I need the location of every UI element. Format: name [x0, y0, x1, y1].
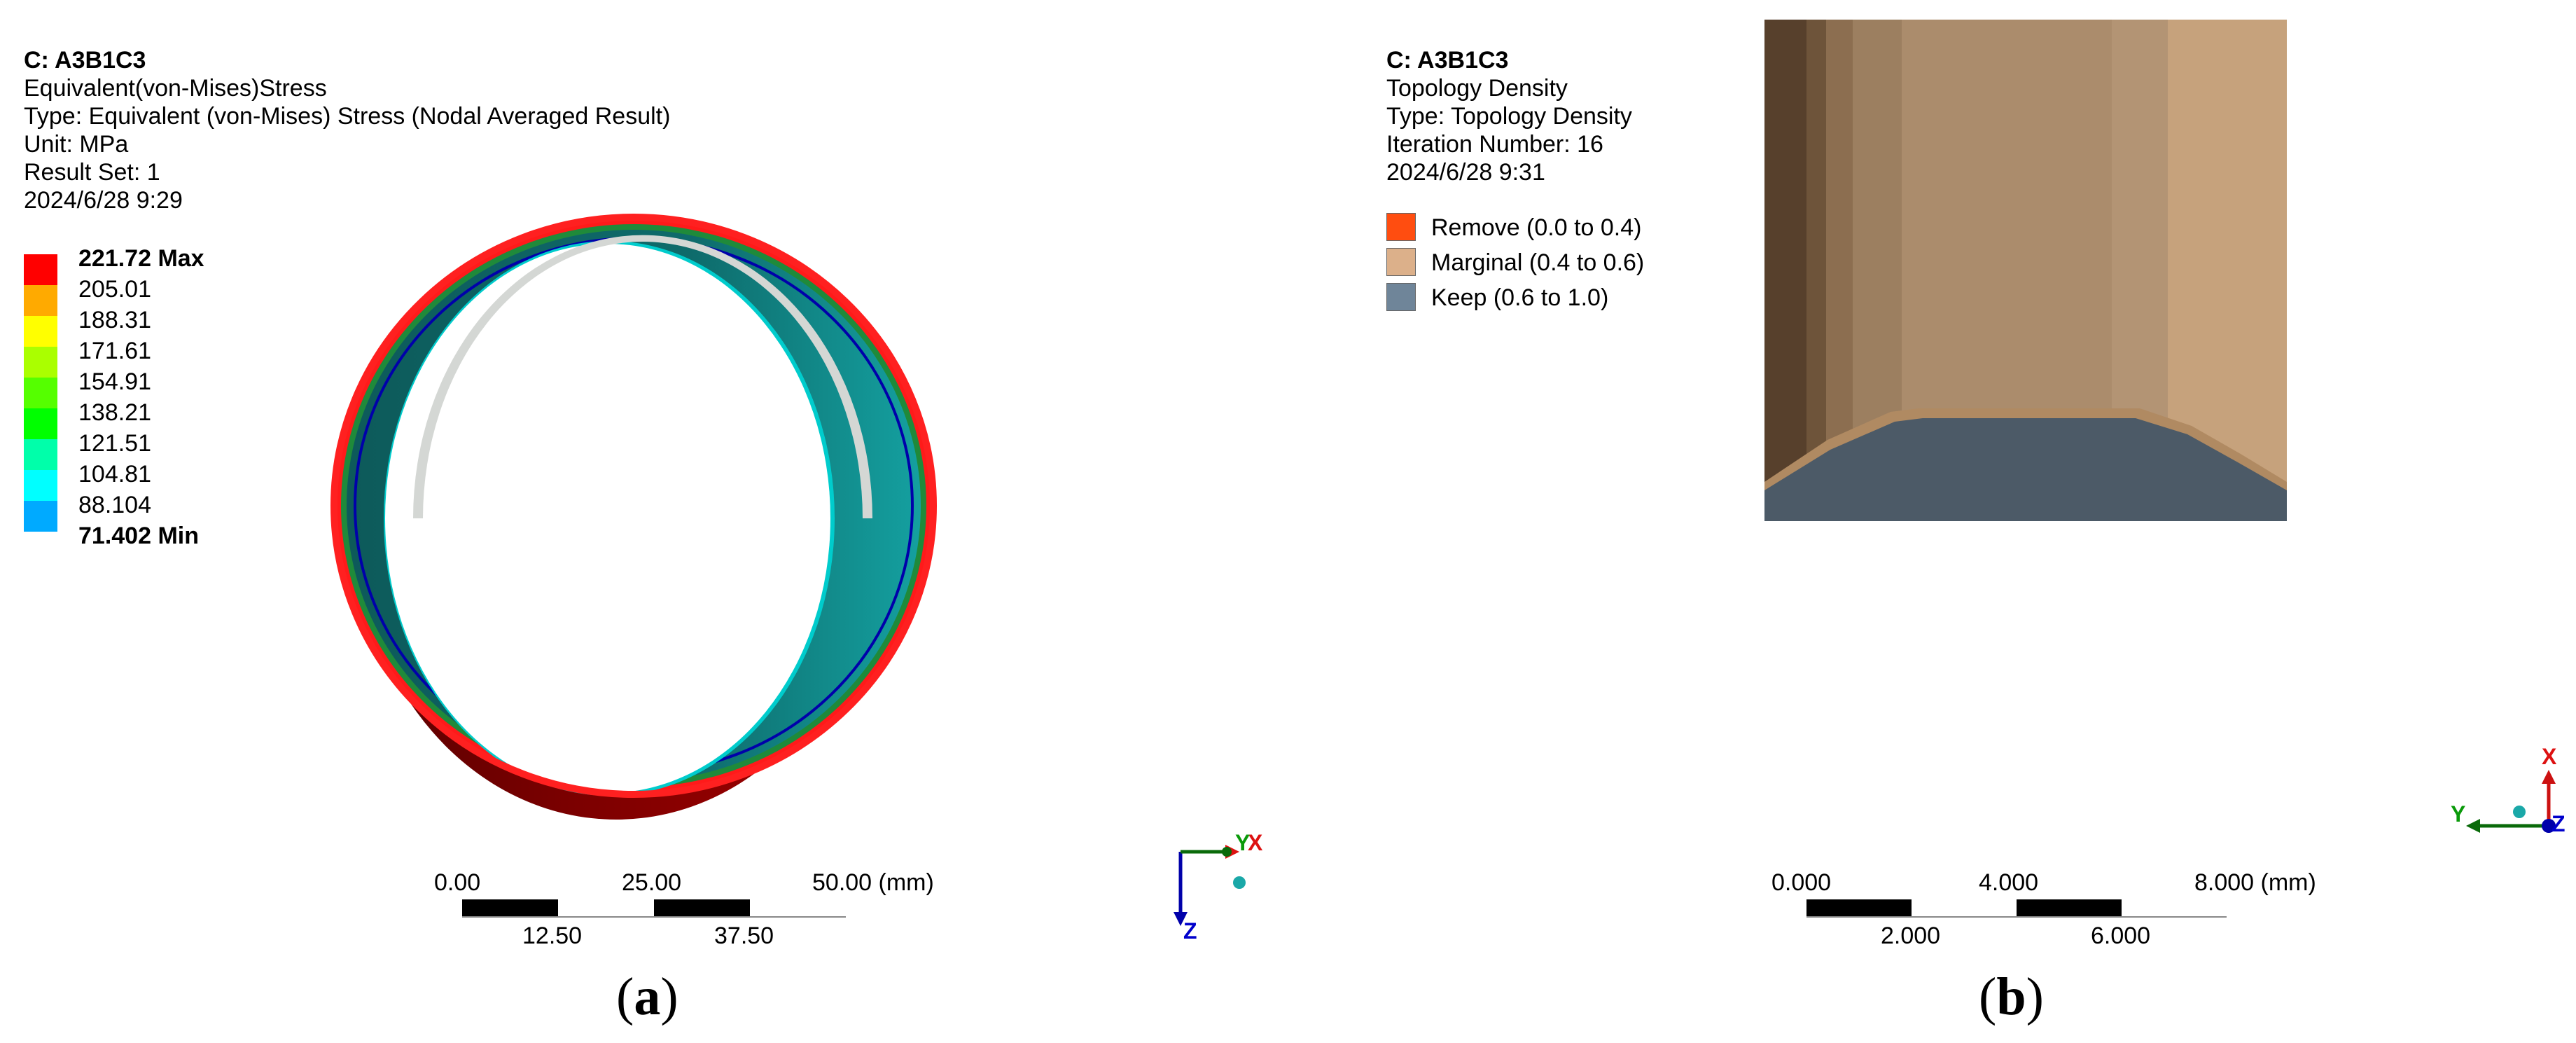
scale-tick: 37.50: [714, 923, 774, 949]
scale-tick: 0.00: [434, 869, 481, 896]
legend-swatch-remove: [1386, 213, 1416, 241]
legend-label: 205.01: [78, 276, 151, 303]
result-set: Result Set: 1: [24, 159, 160, 186]
axis-z-label: Z: [1183, 918, 1197, 944]
model-title: C: A3B1C3: [24, 47, 146, 74]
legend-label-marginal: Marginal (0.4 to 0.6): [1431, 249, 1645, 276]
scale-tick: 4.000: [1979, 869, 2039, 896]
result-date: 2024/6/28 9:29: [24, 187, 183, 214]
axis-triad-a[interactable]: X Y Z: [1169, 827, 1295, 944]
legend-label: 88.104: [78, 492, 151, 518]
scale-tick: 8.000 (mm): [2194, 869, 2316, 896]
ring-model-view[interactable]: [0, 0, 1288, 1043]
legend-swatch-marginal: [1386, 248, 1416, 276]
legend-max-label: 221.72 Max: [78, 245, 204, 272]
scale-bar-b: 0.000 4.000 8.000 (mm) 2.000 6.000: [1771, 869, 2316, 953]
axis-triad-b[interactable]: X Y Z: [2437, 739, 2576, 851]
scale-tick: 6.000: [2091, 923, 2151, 949]
iteration-number: Iteration Number: 16: [1386, 131, 1603, 158]
topology-model-view[interactable]: [1764, 20, 2287, 521]
legend-swatch: [24, 254, 57, 285]
result-name: Topology Density: [1386, 75, 1568, 102]
legend-swatch: [24, 408, 57, 439]
legend-label: 104.81: [78, 461, 151, 488]
panel-b-topology-density: C: A3B1C3 Topology Density Type: Topolog…: [1288, 0, 2576, 1043]
result-name: Equivalent(von-Mises)Stress: [24, 75, 327, 102]
scale-segment: [1806, 899, 1912, 918]
model-title: C: A3B1C3: [1386, 47, 1509, 74]
panel-a-stress-result: C: A3B1C3 Equivalent(von-Mises)Stress Ty…: [0, 0, 1288, 1043]
axis-x-label: X: [2542, 744, 2557, 769]
result-date: 2024/6/28 9:31: [1386, 159, 1545, 186]
legend-swatch: [24, 378, 57, 408]
caption-a: (a): [616, 967, 678, 1026]
axis-x-label: X: [1248, 830, 1263, 855]
result-type: Type: Equivalent (von-Mises) Stress (Nod…: [24, 103, 671, 130]
legend-swatch: [24, 285, 57, 316]
legend-label-keep: Keep (0.6 to 1.0): [1431, 284, 1609, 311]
axis-z-label: Z: [2551, 811, 2565, 836]
result-type: Type: Topology Density: [1386, 103, 1632, 130]
legend-label: 171.61: [78, 338, 151, 364]
kept-material-region: [1764, 418, 2287, 521]
legend-label: 154.91: [78, 368, 151, 395]
scale-segment: [462, 899, 558, 918]
scale-tick: 50.00 (mm): [812, 869, 934, 896]
legend-label: 138.21: [78, 399, 151, 426]
result-info-b: C: A3B1C3 Topology Density Type: Topolog…: [1386, 46, 1632, 186]
legend-swatch: [24, 470, 57, 501]
legend-min-label: 71.402 Min: [78, 523, 199, 549]
legend-label-remove: Remove (0.0 to 0.4): [1431, 214, 1642, 241]
legend-swatch: [24, 347, 57, 378]
caption-b: (b): [1979, 967, 2044, 1026]
scale-bar-a: 0.00 25.00 50.00 (mm) 12.50 37.50: [434, 869, 952, 953]
scale-tick: 0.000: [1771, 869, 1832, 896]
scale-tick: 25.00: [622, 869, 682, 896]
legend-swatch: [24, 439, 57, 470]
legend-swatch: [24, 316, 57, 347]
result-info-a: C: A3B1C3 Equivalent(von-Mises)Stress Ty…: [24, 46, 670, 214]
legend-swatch-keep: [1386, 283, 1416, 311]
legend-swatch: [24, 501, 57, 532]
legend-label: 121.51: [78, 430, 151, 457]
scale-tick: 2.000: [1881, 923, 1941, 949]
scale-segment: [654, 899, 750, 918]
axis-y-label: Y: [1235, 830, 1250, 855]
result-unit: Unit: MPa: [24, 131, 129, 158]
scale-tick: 12.50: [522, 923, 583, 949]
axis-y-label: Y: [2451, 801, 2465, 827]
legend-label: 188.31: [78, 307, 151, 333]
ring-opening: [385, 244, 830, 793]
scale-segment: [2017, 899, 2122, 918]
